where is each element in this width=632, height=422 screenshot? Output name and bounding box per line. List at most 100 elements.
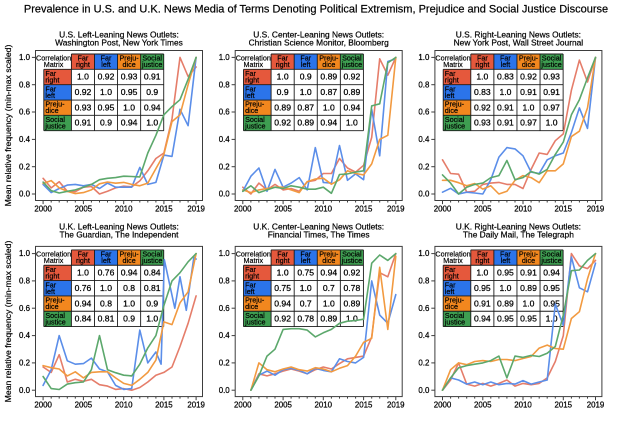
svg-text:1.0: 1.0 [499, 283, 511, 293]
svg-text:U.K. Right-Leaning News Outlet: U.K. Right-Leaning News Outlets: [456, 221, 581, 231]
svg-text:Matrix: Matrix [443, 60, 463, 69]
svg-text:Mean relative frequency (min-m: Mean relative frequency (min-max scaled) [3, 45, 13, 207]
svg-text:Far: Far [445, 69, 456, 78]
svg-text:Far: Far [101, 54, 112, 63]
svg-text:dice: dice [123, 256, 136, 265]
svg-text:2005: 2005 [75, 400, 93, 409]
svg-text:Far: Far [477, 54, 488, 63]
svg-text:0.0: 0.0 [418, 190, 430, 199]
svg-text:Preju-: Preju- [519, 250, 539, 259]
svg-text:left: left [501, 60, 511, 69]
svg-text:0.76: 0.76 [75, 283, 92, 293]
svg-text:dice: dice [522, 256, 535, 265]
svg-text:0.84: 0.84 [144, 268, 161, 278]
svg-text:0.91: 0.91 [144, 72, 161, 82]
svg-text:Social: Social [342, 54, 362, 63]
svg-text:Social: Social [542, 250, 562, 259]
svg-text:0.94: 0.94 [344, 102, 361, 112]
svg-text:Social: Social [142, 54, 162, 63]
svg-text:1.0: 1.0 [323, 102, 335, 112]
svg-text:0.91: 0.91 [497, 118, 514, 128]
svg-text:left: left [101, 60, 111, 69]
svg-text:0.8: 0.8 [418, 80, 430, 89]
svg-text:Far: Far [78, 250, 89, 259]
svg-text:Far: Far [500, 250, 511, 259]
svg-text:0.75: 0.75 [274, 283, 291, 293]
svg-text:The Daily Mail, The Telegraph: The Daily Mail, The Telegraph [463, 229, 574, 239]
svg-text:Preju-: Preju- [445, 296, 465, 305]
svg-text:left: left [245, 91, 255, 100]
svg-text:Preju-: Preju- [45, 296, 65, 305]
svg-text:0.4: 0.4 [219, 135, 231, 144]
svg-text:0.6: 0.6 [19, 304, 31, 313]
svg-text:2019: 2019 [587, 204, 605, 213]
svg-text:0.6: 0.6 [418, 304, 430, 313]
svg-text:Far: Far [45, 265, 56, 274]
svg-text:Christian Science Monitor, Blo: Christian Science Monitor, Bloomberg [249, 38, 389, 48]
svg-text:2000: 2000 [34, 400, 52, 409]
svg-text:0.89: 0.89 [297, 118, 314, 128]
svg-text:1.0: 1.0 [546, 118, 558, 128]
svg-text:dice: dice [322, 256, 335, 265]
svg-text:The Guardian, The Independent: The Guardian, The Independent [59, 229, 179, 239]
svg-text:0.94: 0.94 [121, 118, 138, 128]
svg-text:left: left [501, 256, 511, 265]
svg-text:Correlation: Correlation [36, 250, 71, 259]
svg-text:0.6: 0.6 [19, 108, 31, 117]
svg-text:Far: Far [78, 54, 89, 63]
svg-text:2010: 2010 [514, 400, 532, 409]
svg-text:left: left [45, 91, 55, 100]
svg-text:0.94: 0.94 [144, 102, 161, 112]
svg-text:0.94: 0.94 [320, 268, 337, 278]
svg-text:right: right [45, 271, 59, 280]
svg-text:0.76: 0.76 [98, 268, 115, 278]
svg-text:Social: Social [45, 311, 65, 320]
svg-text:justice: justice [44, 317, 65, 326]
svg-text:1.0: 1.0 [219, 249, 231, 258]
svg-text:1.0: 1.0 [19, 249, 31, 258]
svg-text:2019: 2019 [387, 204, 405, 213]
svg-text:0.2: 0.2 [219, 162, 230, 171]
svg-text:dice: dice [445, 106, 458, 115]
svg-text:Social: Social [342, 250, 362, 259]
svg-text:Far: Far [45, 84, 56, 93]
svg-text:1.0: 1.0 [346, 314, 358, 324]
svg-text:0.89: 0.89 [344, 87, 361, 97]
svg-text:0.8: 0.8 [19, 80, 31, 89]
svg-text:1.0: 1.0 [100, 283, 112, 293]
svg-text:Social: Social [542, 54, 562, 63]
svg-text:Preju-: Preju- [245, 100, 265, 109]
svg-text:2000: 2000 [434, 204, 452, 213]
svg-text:right: right [475, 60, 489, 69]
svg-text:Social: Social [245, 115, 265, 124]
svg-text:Matrix: Matrix [244, 60, 264, 69]
svg-text:justice: justice [244, 317, 265, 326]
svg-text:0.9: 0.9 [146, 87, 158, 97]
svg-text:Far: Far [477, 250, 488, 259]
svg-text:0.87: 0.87 [297, 102, 314, 112]
svg-text:Social: Social [45, 115, 65, 124]
svg-text:0.89: 0.89 [274, 102, 291, 112]
svg-text:0.9: 0.9 [100, 118, 112, 128]
svg-text:0.92: 0.92 [75, 87, 92, 97]
svg-text:dice: dice [522, 60, 535, 69]
svg-text:Preju-: Preju- [120, 250, 140, 259]
svg-text:left: left [445, 287, 455, 296]
svg-text:1.0: 1.0 [418, 249, 430, 258]
svg-text:0.9: 0.9 [300, 72, 312, 82]
svg-text:1.0: 1.0 [123, 298, 135, 308]
svg-text:2005: 2005 [274, 204, 292, 213]
svg-text:Far: Far [245, 84, 256, 93]
svg-text:justice: justice [44, 122, 65, 131]
svg-text:Far: Far [245, 265, 256, 274]
svg-text:1.0: 1.0 [123, 102, 135, 112]
svg-text:0.95: 0.95 [497, 268, 514, 278]
svg-text:0.9: 0.9 [277, 87, 289, 97]
svg-text:justice: justice [444, 317, 465, 326]
svg-text:0.0: 0.0 [19, 190, 31, 199]
svg-text:U.S. Left-Leaning News Outlets: U.S. Left-Leaning News Outlets: [59, 30, 179, 40]
svg-text:right: right [245, 271, 259, 280]
svg-text:1.0: 1.0 [300, 87, 312, 97]
svg-text:Far: Far [300, 250, 311, 259]
svg-text:0.91: 0.91 [543, 87, 560, 97]
